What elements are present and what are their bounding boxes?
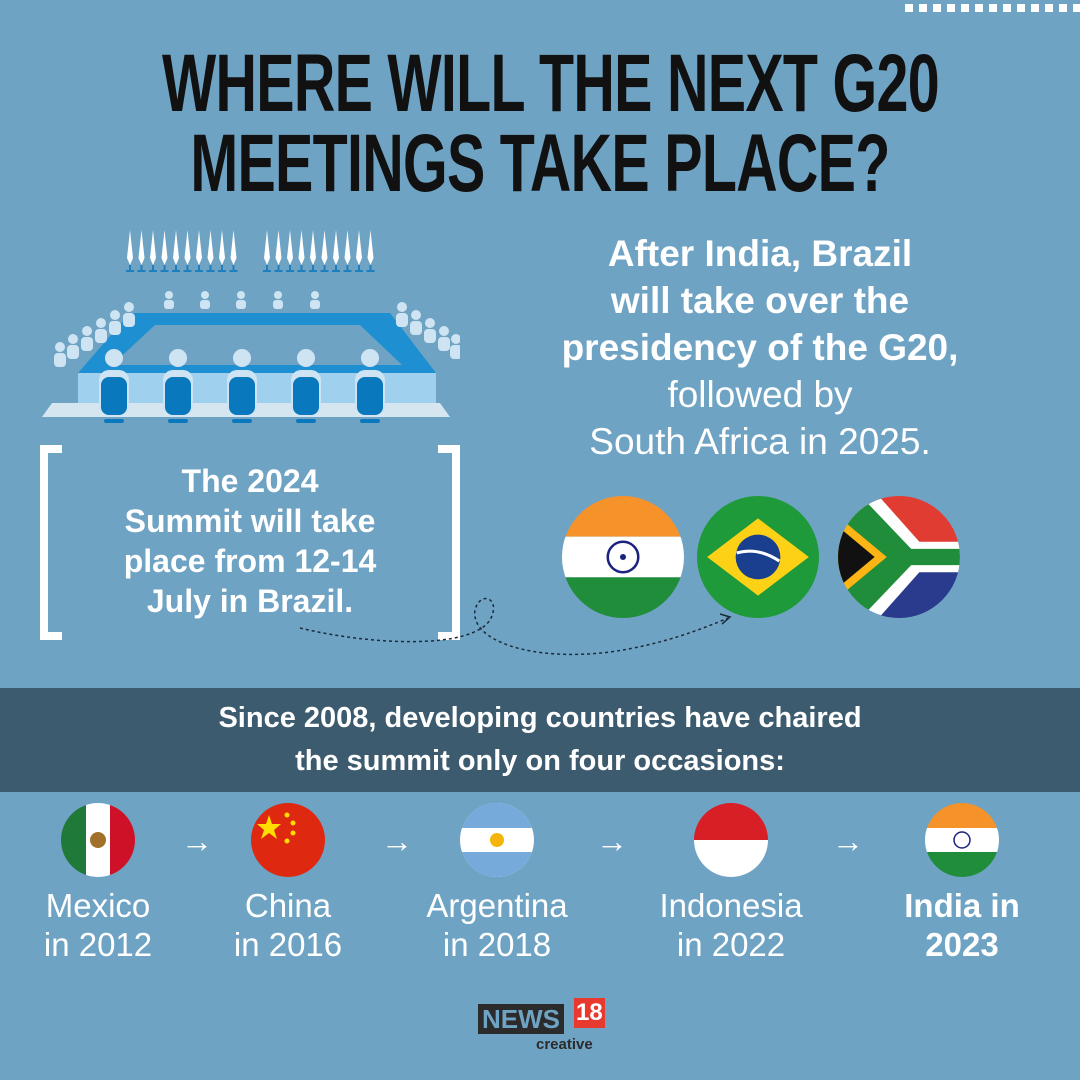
mexico-flag [61, 803, 135, 877]
timeline-label: Indonesia in 2022 [659, 887, 803, 963]
arrow-right-icon: → [832, 823, 864, 859]
indonesia-flag [694, 803, 768, 877]
flag-pole-icon [126, 230, 134, 272]
flags-row-icon [126, 230, 375, 272]
bracket-left [40, 445, 62, 640]
top-dashed-border [905, 4, 1080, 12]
flag-pole-icon [218, 230, 226, 272]
flag-pole-icon [309, 230, 317, 272]
brazil-flag [697, 496, 819, 618]
meeting-table-illustration [42, 230, 460, 423]
flag-pole-icon [195, 230, 203, 272]
timeline-label: China in 2016 [233, 887, 343, 963]
flag-pole-icon [320, 230, 329, 272]
flag-pole-icon [206, 230, 215, 272]
flag-pole-icon [286, 230, 294, 272]
arrow-right-icon: → [381, 823, 413, 859]
timeline-label-highlight: India in 2023 [904, 887, 1020, 963]
flag-pole-icon [263, 230, 271, 272]
flag-pole-icon [137, 230, 146, 272]
india-flag [925, 803, 999, 877]
flag-pole-icon [183, 230, 192, 272]
timeline-label: Argentina in 2018 [426, 887, 568, 963]
flag-pole-icon [172, 230, 180, 272]
dashed-arrow-curve [299, 597, 732, 656]
flag-pole-icon [366, 230, 375, 272]
flag-pole-icon [343, 230, 352, 272]
flag-pole-icon [274, 230, 283, 272]
south-africa-flag [838, 496, 960, 618]
page-title: WHERE WILL THE NEXT G20 MEETINGS TAKE PL… [162, 38, 940, 209]
arrow-right-icon: → [181, 823, 213, 859]
seated-people [54, 291, 460, 423]
arrow-right-icon: → [596, 823, 628, 859]
developing-countries-banner: Since 2008, developing countries have ch… [0, 688, 1080, 792]
argentina-flag [460, 803, 534, 877]
intro-text: After India, Brazil will take over the p… [561, 233, 959, 462]
flag-pole-icon [332, 230, 340, 272]
bracket-right [438, 445, 460, 640]
news18-logo: NEWS 18 creative [478, 998, 608, 1058]
summit-info-box: The 2024 Summit will take place from 12-… [40, 445, 460, 640]
flag-pole-icon [149, 230, 157, 272]
timeline-label: Mexico in 2012 [43, 887, 153, 963]
india-flag [562, 496, 684, 618]
flag-pole-icon [355, 230, 363, 272]
china-flag [251, 803, 325, 877]
flag-pole-icon [160, 230, 169, 272]
flag-pole-icon [229, 230, 238, 272]
flag-pole-icon [297, 230, 306, 272]
